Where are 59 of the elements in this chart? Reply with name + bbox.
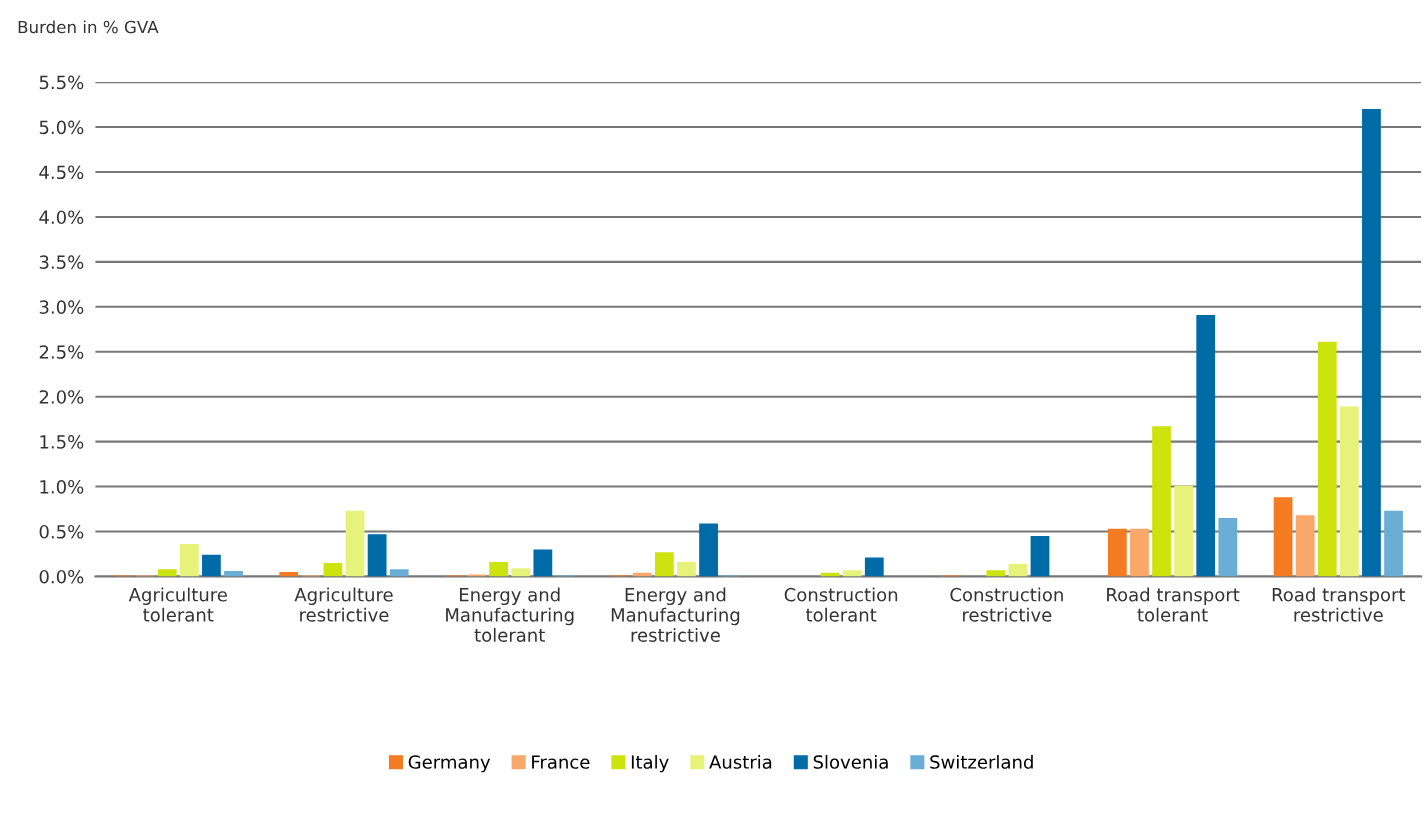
bar — [511, 568, 531, 577]
bar — [1362, 109, 1381, 577]
x-tick-label: Construction restrictive — [950, 587, 1063, 622]
bar — [224, 571, 243, 577]
bar — [1273, 497, 1293, 577]
bar — [279, 571, 299, 577]
bar — [1130, 528, 1149, 577]
legend-label: Switzerland — [930, 754, 1033, 769]
bar — [157, 569, 177, 577]
bar — [1218, 518, 1238, 577]
x-tick-label: Agriculture tolerant — [128, 587, 227, 622]
bar — [323, 562, 343, 577]
x-tick-label: Energy and Manufacturing tolerant — [446, 587, 574, 642]
bar — [345, 510, 365, 577]
bar — [389, 569, 409, 577]
y-tick-label: 2.0% — [39, 390, 84, 404]
bar — [179, 544, 199, 577]
bar — [1384, 510, 1403, 577]
y-tick-label: 0.0% — [39, 569, 84, 584]
bar — [1152, 426, 1171, 577]
bar — [1295, 515, 1315, 577]
bar — [489, 562, 509, 577]
y-tick-label: 0.5% — [39, 524, 84, 539]
bar — [842, 570, 862, 577]
y-tick-label: 3.0% — [39, 300, 84, 314]
bar — [1317, 341, 1337, 577]
x-tick-label: Road transport tolerant — [1107, 587, 1240, 622]
legend-label: Italy — [631, 754, 669, 773]
bar — [202, 554, 221, 577]
y-tick-label: 2.5% — [39, 345, 84, 359]
bar — [1107, 528, 1127, 577]
y-tick-label: 1.5% — [40, 435, 84, 449]
y-tick-label: 4.5% — [39, 165, 84, 180]
bar — [1030, 535, 1050, 577]
y-tick-label: 4.0% — [39, 210, 84, 225]
y-tick-label: 5.5% — [39, 75, 84, 90]
bar — [864, 557, 884, 577]
legend-label: Slovenia — [813, 754, 888, 769]
bar — [1196, 314, 1216, 577]
x-tick-label: Road transport restrictive — [1272, 587, 1406, 622]
bar — [533, 549, 553, 577]
y-tick-label: 5.0% — [39, 120, 84, 135]
y-axis-title: Burden in % GVA — [18, 20, 159, 34]
y-tick-label: 3.5% — [39, 255, 84, 269]
y-tick-label: 1.0% — [40, 480, 84, 494]
bar — [1174, 485, 1194, 577]
x-tick-label: Agriculture restrictive — [294, 587, 393, 622]
bar — [367, 534, 387, 577]
bar — [1008, 563, 1028, 577]
x-tick-label: Energy and Manufacturing restrictive — [611, 587, 740, 642]
legend-label: France — [532, 755, 590, 769]
legend-label: Austria — [709, 754, 772, 769]
bar — [677, 562, 696, 577]
bar — [699, 523, 718, 577]
bar — [1339, 406, 1359, 577]
bar — [986, 570, 1006, 577]
x-tick-label: Construction tolerant — [784, 587, 898, 622]
bar — [654, 552, 674, 577]
legend-label: Germany — [408, 755, 491, 773]
